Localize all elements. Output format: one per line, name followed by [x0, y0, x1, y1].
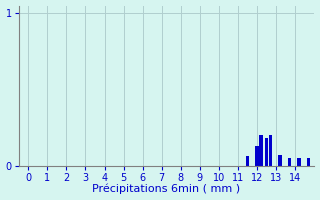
Bar [246, 156, 249, 166]
X-axis label: Précipitations 6min ( mm ): Précipitations 6min ( mm ) [92, 184, 241, 194]
Bar [288, 158, 291, 166]
Bar [269, 135, 272, 166]
Bar [259, 135, 263, 166]
Bar [265, 138, 268, 166]
Bar [278, 155, 282, 166]
Bar [307, 158, 310, 166]
Bar [255, 146, 259, 166]
Bar [298, 158, 301, 166]
